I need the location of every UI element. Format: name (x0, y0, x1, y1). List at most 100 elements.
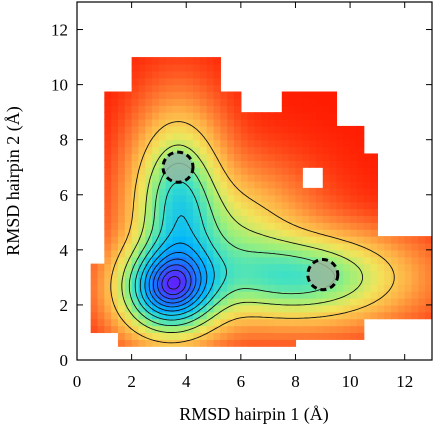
heatmap-cell (220, 298, 228, 306)
heatmap-cell (172, 229, 181, 237)
heatmap-cell (145, 332, 153, 340)
heatmap-cell (315, 304, 324, 313)
heatmap-cell (288, 277, 297, 285)
heatmap-cell (206, 236, 215, 244)
heatmap-cell (268, 160, 276, 168)
heatmap-cell (220, 284, 228, 292)
heatmap-cell (254, 181, 262, 189)
heatmap-cell (261, 181, 269, 189)
heatmap-cell (370, 160, 378, 168)
heatmap-cell (322, 222, 331, 230)
heatmap-cell (425, 298, 432, 306)
heatmap-cell (384, 270, 392, 278)
heatmap-cell (179, 57, 187, 65)
heatmap-cell (247, 160, 256, 168)
heatmap-cell (199, 125, 208, 134)
heatmap-cell (350, 153, 358, 161)
heatmap-cell (377, 311, 385, 320)
heatmap-cell (193, 105, 201, 113)
heatmap-cell (391, 263, 399, 272)
heatmap-cell (281, 160, 290, 168)
heatmap-cell (145, 236, 153, 244)
heatmap-cell (213, 249, 221, 258)
heatmap-cell (240, 277, 249, 285)
heatmap-cell (274, 332, 283, 340)
heatmap-cell (377, 304, 385, 313)
heatmap-cell (302, 277, 310, 285)
heatmap-cell (111, 132, 119, 141)
heatmap-cell (281, 318, 290, 327)
heatmap-cell (329, 98, 338, 106)
heatmap-cell (343, 277, 351, 285)
heatmap-cell (370, 229, 378, 237)
heatmap-cell (261, 249, 269, 258)
heatmap-cell (206, 249, 215, 258)
heatmap-cell (261, 318, 269, 327)
heatmap-cell (370, 215, 378, 223)
heatmap-cell (302, 153, 310, 161)
heatmap-cell (254, 339, 262, 347)
heatmap-cell (152, 119, 160, 127)
heatmap-cell (404, 277, 413, 285)
heatmap-cell (288, 270, 297, 278)
heatmap-cell (158, 339, 167, 347)
heatmap-cell (138, 70, 146, 79)
heatmap-cell (350, 167, 358, 175)
heatmap-cell (404, 256, 413, 265)
heatmap-cell (261, 325, 269, 334)
heatmap-cell (152, 298, 160, 306)
heatmap-cell (302, 139, 310, 148)
heatmap-cell (124, 146, 133, 155)
heatmap-cell (329, 160, 338, 168)
heatmap-cell (179, 242, 187, 251)
heatmap-cell (158, 119, 167, 127)
heatmap-cell (104, 229, 112, 237)
heatmap-cell (254, 208, 262, 217)
heatmap-cell (117, 325, 126, 334)
heatmap-cell (247, 249, 256, 258)
heatmap-cell (425, 236, 432, 244)
heatmap-cell (213, 277, 221, 285)
heatmap-cell (145, 291, 153, 299)
heatmap-cell (213, 270, 221, 278)
heatmap-cell (90, 325, 99, 334)
heatmap-cell (391, 304, 399, 313)
heatmap-cell (186, 339, 194, 347)
heatmap-cell (377, 256, 385, 265)
heatmap-cell (356, 284, 365, 292)
heatmap-cell (254, 284, 262, 292)
heatmap-cell (329, 194, 338, 203)
heatmap-cell (370, 311, 378, 320)
heatmap-cell (179, 98, 187, 106)
heatmap-cell (309, 325, 317, 334)
heatmap-cell (186, 70, 194, 79)
heatmap-cell (104, 132, 112, 141)
heatmap-cell (111, 263, 119, 272)
heatmap-cell (213, 174, 221, 182)
heatmap-cell (111, 187, 119, 196)
heatmap-cell (329, 139, 338, 148)
heatmap-cell (363, 222, 372, 230)
heatmap-cell (370, 187, 378, 196)
heatmap-cell (356, 132, 365, 141)
heatmap-cell (131, 249, 140, 258)
heatmap-cell (172, 98, 181, 106)
heatmap-cell (309, 332, 317, 340)
heatmap-cell (220, 291, 228, 299)
heatmap-cell (220, 153, 228, 161)
heatmap-cell (124, 215, 133, 223)
heatmap-cell (111, 222, 119, 230)
heatmap-cell (268, 125, 276, 134)
heatmap-cell (172, 91, 181, 99)
heatmap-cell (206, 201, 215, 210)
heatmap-cell (261, 270, 269, 278)
heatmap-cell (234, 146, 242, 155)
heatmap-cell (179, 91, 187, 99)
heatmap-cell (261, 339, 269, 347)
heatmap-cell (220, 325, 228, 334)
heatmap-cell (261, 139, 269, 148)
heatmap-cell (356, 194, 365, 203)
heatmap-cell (138, 194, 146, 203)
heatmap-cell (234, 298, 242, 306)
heatmap-cell (206, 105, 215, 113)
